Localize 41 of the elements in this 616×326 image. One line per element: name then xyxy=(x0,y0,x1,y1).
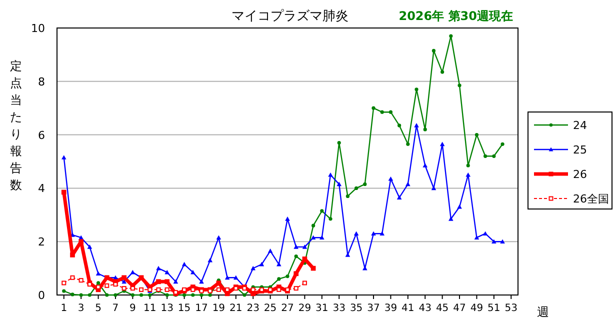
chart-title: マイコプラズマ肺炎 xyxy=(232,9,348,24)
x-tick-label: 33 xyxy=(332,303,346,314)
x-tick-label: 35 xyxy=(350,303,363,314)
x-tick-label: 37 xyxy=(367,303,380,314)
x-tick-label: 27 xyxy=(281,303,294,314)
x-tick-label: 7 xyxy=(112,303,119,314)
y-tick-label: 0 xyxy=(38,289,45,302)
x-axis-title: 週 xyxy=(537,305,549,319)
x-tick-label: 11 xyxy=(144,303,156,314)
y-axis-title: 定点当たり報告数 xyxy=(10,59,22,192)
legend-label: 24 xyxy=(573,119,587,132)
x-tick-label: 41 xyxy=(402,303,414,314)
y-tick-label: 6 xyxy=(38,128,45,142)
legend-label: 26 xyxy=(573,168,587,181)
x-tick-label: 43 xyxy=(418,303,432,314)
y-tick-label: 4 xyxy=(38,182,45,196)
x-tick-label: 49 xyxy=(470,303,484,314)
x-tick-label: 21 xyxy=(230,303,242,314)
x-tick-label: 3 xyxy=(78,303,84,314)
x-tick-label: 9 xyxy=(130,303,136,314)
chart-subtitle: 2026年 第30週現在 xyxy=(398,9,513,23)
x-tick-label: 51 xyxy=(488,303,500,314)
y-tick-label: 8 xyxy=(38,75,45,88)
x-tick-label: 53 xyxy=(504,303,518,314)
x-tick-label: 15 xyxy=(178,303,191,314)
legend-label: 26全国 xyxy=(573,192,609,206)
x-tick-label: 25 xyxy=(264,303,277,314)
x-tick-label: 29 xyxy=(298,303,312,314)
x-tick-label: 17 xyxy=(195,303,208,314)
x-tick-label: 13 xyxy=(160,303,174,314)
x-tick-label: 1 xyxy=(60,303,68,314)
x-tick-label: 31 xyxy=(316,303,328,314)
x-tick-label: 5 xyxy=(95,303,102,314)
x-tick-label: 39 xyxy=(384,303,398,314)
y-tick-label: 10 xyxy=(31,22,45,35)
x-tick-label: 47 xyxy=(453,303,466,314)
x-tick-label: 19 xyxy=(212,303,226,314)
y-tick-label: 2 xyxy=(38,236,45,249)
x-tick-label: 23 xyxy=(246,303,260,314)
x-tick-label: 45 xyxy=(436,303,449,314)
legend-label: 25 xyxy=(573,144,587,156)
